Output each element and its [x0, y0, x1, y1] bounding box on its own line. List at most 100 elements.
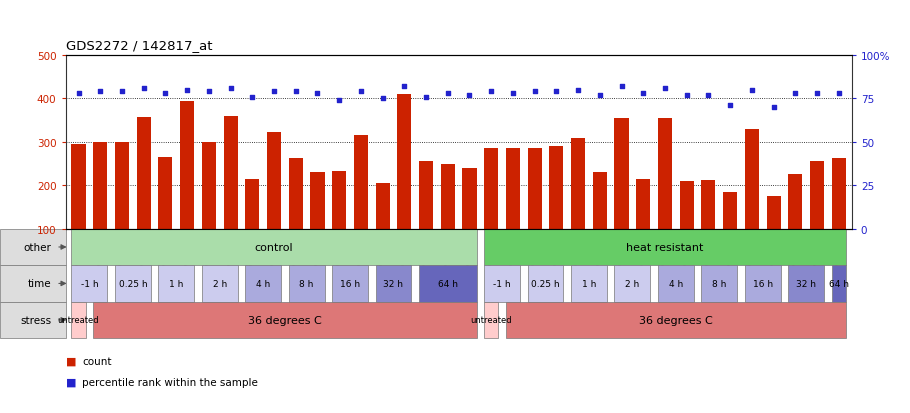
Point — [354, 89, 369, 95]
Bar — [136, 118, 151, 273]
Bar — [158, 158, 173, 273]
Bar — [202, 266, 238, 302]
Bar — [680, 182, 693, 273]
Point — [71, 90, 86, 97]
Text: -1 h: -1 h — [493, 279, 511, 288]
Point — [592, 93, 607, 99]
Bar — [571, 139, 585, 273]
Text: 2 h: 2 h — [213, 279, 227, 288]
Bar — [224, 116, 238, 273]
Bar — [658, 119, 672, 273]
Text: 4 h: 4 h — [256, 279, 270, 288]
Bar — [419, 162, 433, 273]
Point — [158, 90, 173, 97]
Point — [310, 90, 325, 97]
Bar — [288, 159, 303, 273]
Bar — [93, 302, 477, 338]
Text: 0.25 h: 0.25 h — [531, 279, 560, 288]
Text: untreated: untreated — [57, 316, 99, 325]
Point — [723, 103, 737, 109]
Bar — [528, 266, 563, 302]
Point — [375, 96, 389, 102]
Bar — [332, 266, 368, 302]
Text: 36 degrees C: 36 degrees C — [248, 315, 322, 325]
Text: 36 degrees C: 36 degrees C — [639, 315, 713, 325]
Point — [332, 97, 347, 104]
Bar — [115, 266, 151, 302]
Text: ■: ■ — [66, 356, 76, 366]
Text: -1 h: -1 h — [81, 279, 98, 288]
Text: 32 h: 32 h — [796, 279, 816, 288]
Text: 4 h: 4 h — [669, 279, 683, 288]
Bar — [376, 184, 389, 273]
Text: count: count — [82, 356, 111, 366]
Text: GDS2272 / 142817_at: GDS2272 / 142817_at — [66, 39, 212, 52]
Text: heat resistant: heat resistant — [626, 242, 703, 252]
Text: ■: ■ — [66, 377, 76, 387]
Point — [202, 89, 217, 95]
Bar — [246, 266, 281, 302]
Bar — [180, 102, 194, 273]
Bar — [484, 266, 520, 302]
Point — [636, 90, 651, 97]
Text: 16 h: 16 h — [340, 279, 360, 288]
Bar — [332, 171, 346, 273]
Bar — [202, 142, 216, 273]
Bar — [354, 136, 368, 273]
Point — [614, 84, 629, 90]
Bar — [93, 142, 107, 273]
Text: other: other — [24, 242, 51, 252]
Bar — [158, 266, 194, 302]
Bar — [72, 302, 86, 338]
Bar — [788, 266, 824, 302]
Bar — [528, 149, 541, 273]
Bar — [484, 149, 499, 273]
Bar — [72, 229, 477, 266]
Text: untreated: untreated — [470, 316, 512, 325]
Point — [658, 85, 672, 92]
Point — [245, 94, 259, 101]
Point — [571, 87, 585, 94]
Bar — [766, 197, 781, 273]
Bar — [506, 302, 845, 338]
Bar — [614, 119, 629, 273]
Bar — [788, 174, 803, 273]
Bar — [310, 173, 325, 273]
Point — [766, 104, 781, 111]
Bar — [744, 266, 781, 302]
Point — [484, 89, 499, 95]
Point — [180, 87, 195, 94]
Bar — [462, 169, 477, 273]
Bar — [636, 179, 651, 273]
Text: 16 h: 16 h — [753, 279, 773, 288]
Text: percentile rank within the sample: percentile rank within the sample — [82, 377, 258, 387]
Text: control: control — [255, 242, 293, 252]
Bar — [702, 180, 715, 273]
Point — [506, 90, 521, 97]
Bar — [484, 302, 499, 338]
Point — [701, 93, 715, 99]
Text: 1 h: 1 h — [581, 279, 596, 288]
Bar — [419, 266, 477, 302]
Point — [744, 87, 759, 94]
Text: 8 h: 8 h — [299, 279, 314, 288]
Text: 64 h: 64 h — [438, 279, 458, 288]
Text: 1 h: 1 h — [169, 279, 184, 288]
Point — [397, 84, 411, 90]
Bar — [376, 266, 411, 302]
Bar — [723, 192, 737, 273]
Point — [267, 89, 281, 95]
Point — [115, 89, 129, 95]
Point — [136, 85, 151, 92]
Bar — [398, 95, 411, 273]
Point — [288, 89, 303, 95]
Text: 2 h: 2 h — [625, 279, 640, 288]
Bar — [440, 164, 455, 273]
Bar — [744, 130, 759, 273]
Bar — [484, 229, 845, 266]
Point — [93, 89, 107, 95]
Point — [832, 90, 846, 97]
Point — [810, 90, 824, 97]
Point — [419, 94, 433, 101]
Text: time: time — [27, 279, 51, 289]
